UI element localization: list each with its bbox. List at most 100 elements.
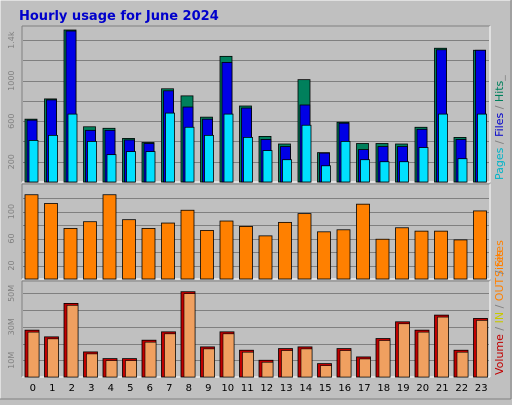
panel-2-volume-in-bar — [144, 341, 157, 378]
side-label-part: / — [493, 102, 506, 113]
panel-0-pages-bar — [48, 134, 58, 183]
panel-1-sites-bar — [239, 226, 253, 280]
panel-0-background — [22, 26, 490, 182]
panel-2-volume-in-bar — [66, 305, 79, 378]
panel-0-ytick-label: 1000 — [7, 70, 16, 90]
panel-0-pages-bar — [457, 158, 468, 183]
panel-2-volume-in-bar — [378, 340, 391, 378]
panel-0-pages-bar — [399, 161, 409, 183]
x-tick-label: 20 — [416, 383, 429, 394]
panel-1-sites-bar — [219, 220, 234, 280]
panel-0-pages-bar — [418, 147, 429, 183]
panel-1-background — [22, 184, 490, 279]
panel-0-pages-bar — [282, 159, 292, 183]
side-label-part: / — [493, 323, 506, 334]
x-tick-label: 18 — [377, 383, 390, 394]
panel-1-sites-bar — [473, 210, 487, 280]
panel-1-ytick-label: 60 — [7, 233, 16, 243]
panel-0-pages-bar — [145, 151, 156, 183]
panel-2-volume-in-bar — [281, 350, 293, 378]
panel-1-sites-bar — [297, 213, 312, 280]
x-tick-label: 19 — [397, 383, 410, 394]
panel-0-pages-bar — [340, 141, 351, 183]
panel-0-pages-bar — [204, 134, 214, 183]
panel-0-pages-bar — [243, 137, 253, 183]
x-tick-label: 16 — [338, 383, 351, 394]
x-tick-label: 23 — [475, 383, 488, 394]
panel-1-sites-bar — [434, 230, 448, 280]
panel-1-sites-bar — [414, 230, 429, 280]
side-label-part: / — [493, 267, 506, 278]
x-tick-label: 9 — [205, 383, 211, 394]
panel-1-sites-bar — [180, 209, 195, 280]
panel-0-pages-bar — [106, 154, 117, 183]
side-label-part: Volume — [493, 334, 506, 375]
x-tick-label: 0 — [30, 383, 36, 394]
panel-0-pages-bar — [87, 141, 97, 183]
panel-0-pages-bar — [28, 140, 39, 183]
x-tick-label: 1 — [49, 383, 55, 394]
side-label-part: Pages — [493, 147, 506, 180]
x-tick-label: 3 — [88, 383, 94, 394]
x-tick-label: 12 — [260, 383, 273, 394]
panel-1-sites-bar — [375, 238, 390, 280]
x-tick-label: 6 — [147, 383, 153, 394]
panel-0-pages-bar — [126, 151, 136, 183]
panel-0-pages-bar — [321, 165, 331, 183]
x-tick-label: 11 — [241, 383, 254, 394]
panel-2-ytick-label: 10M — [7, 352, 16, 369]
panel-2-volume-in-bar — [86, 353, 98, 378]
panel-0-pages-bar — [223, 113, 234, 183]
panel-0-pages-bar — [379, 161, 390, 183]
x-tick-label: 2 — [69, 383, 75, 394]
panel-1-sites-bar — [102, 194, 117, 280]
x-tick-label: 7 — [166, 383, 172, 394]
panel-2-volume-in-bar — [105, 360, 118, 378]
x-tick-label: 4 — [108, 383, 114, 394]
x-tick-label: 21 — [436, 383, 449, 394]
panel-1-ytick-label: 100 — [7, 204, 16, 219]
x-tick-label: 17 — [358, 383, 371, 394]
panel-1-sites-bar — [63, 228, 78, 280]
panel-1-side-label: Sites — [493, 250, 506, 277]
x-tick-label: 10 — [221, 383, 234, 394]
panel-0-ytick-label: 200 — [7, 154, 16, 169]
panel-0-pages-bar — [477, 113, 487, 183]
chart-title: Hourly usage for June 2024 — [19, 9, 219, 24]
panel-1-ytick-label: 20 — [7, 260, 16, 270]
side-label-part: Hits — [493, 80, 506, 102]
panel-0-pages-bar — [360, 159, 370, 183]
panel-1-sites-bar — [200, 230, 214, 280]
panel-2-volume-in-bar — [164, 333, 176, 378]
panel-0-pages-bar — [262, 150, 273, 183]
panel-1-sites-bar — [258, 235, 273, 280]
panel-0-pages-bar — [438, 113, 448, 183]
panel-2-volume-in-bar — [300, 348, 313, 378]
panel-1-sites-bar — [395, 227, 409, 280]
x-tick-label: 22 — [455, 383, 468, 394]
panel-1-sites-bar — [141, 228, 156, 280]
side-label-part: _ — [493, 75, 506, 82]
panel-2-volume-in-bar — [261, 361, 274, 378]
x-tick-label: 5 — [127, 383, 133, 394]
side-label-part: Sites — [493, 250, 506, 277]
panel-2-volume-in-bar — [125, 360, 137, 378]
panel-2-volume-in-bar — [476, 320, 488, 378]
panel-2-volume-in-bar — [456, 351, 469, 378]
panel-0-ytick-label: 600 — [7, 114, 16, 129]
panel-2-volume-in-bar — [359, 358, 371, 378]
panel-2-volume-in-bar — [47, 338, 59, 378]
panel-2-volume-in-bar — [417, 331, 430, 378]
panel-2-volume-in-bar — [203, 348, 215, 378]
side-label-part: / — [493, 137, 506, 148]
panel-2-volume-in-bar — [398, 323, 410, 378]
x-tick-label: 13 — [280, 383, 293, 394]
panel-2-side-label: Volume / IN / OUT / Sites — [493, 240, 506, 375]
panel-1-sites-bar — [44, 203, 58, 280]
x-tick-label: 14 — [299, 383, 312, 394]
side-label-part: / — [493, 301, 506, 312]
panel-1-sites-bar — [24, 194, 39, 280]
